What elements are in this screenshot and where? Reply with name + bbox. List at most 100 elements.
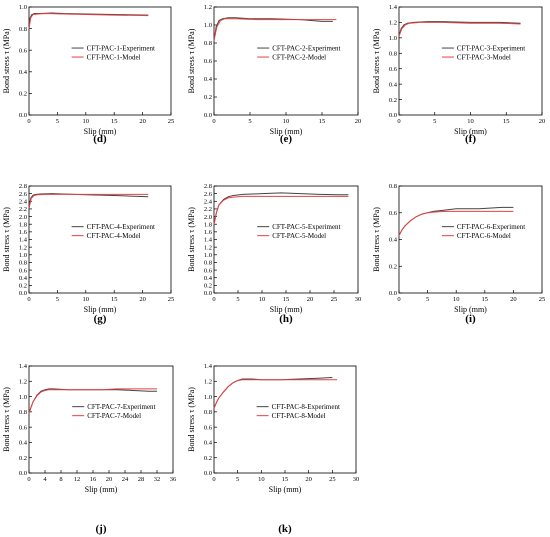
x-axis-title: Slip (mm) xyxy=(85,485,118,494)
y-tick-label: 2.2 xyxy=(19,206,27,213)
y-tick-label: 0.4 xyxy=(19,440,28,447)
series-line-CFT-PAC-5-Model xyxy=(213,195,349,225)
y-tick-label: 1.4 xyxy=(19,363,28,370)
y-tick-label: 0.6 xyxy=(19,424,28,431)
legend-label: CFT-PAC-6-Experiment xyxy=(457,223,525,231)
x-tick-label: 0 xyxy=(212,118,215,125)
y-tick-label: 0.0 xyxy=(389,112,397,119)
y-tick-label: 0.8 xyxy=(19,26,27,33)
y-tick-label: 0.6 xyxy=(204,58,213,65)
y-tick-label: 1.0 xyxy=(19,252,27,259)
y-tick-label: 2.6 xyxy=(19,191,28,198)
x-tick-label: 20 xyxy=(139,118,146,125)
y-tick-label: 1.2 xyxy=(204,4,212,11)
x-tick-label: 0 xyxy=(212,476,215,483)
x-axis-title: Slip (mm) xyxy=(84,305,117,314)
y-tick-label: 1.2 xyxy=(19,244,27,251)
y-tick-label: 2.4 xyxy=(19,198,28,205)
x-tick-label: 10 xyxy=(83,296,90,303)
panel-label: (f) xyxy=(465,133,476,145)
x-tick-label: 20 xyxy=(510,296,517,303)
y-tick-label: 0.0 xyxy=(389,290,397,297)
series-line-CFT-PAC-8-Model xyxy=(213,379,338,409)
x-tick-label: 25 xyxy=(331,296,338,303)
x-tick-label: 32 xyxy=(154,476,161,483)
x-tick-label: 24 xyxy=(122,476,129,483)
x-tick-label: 8 xyxy=(59,476,62,483)
x-tick-label: 15 xyxy=(282,476,289,483)
y-tick-label: 2.0 xyxy=(19,214,27,221)
y-tick-label: 0.4 xyxy=(204,275,213,282)
legend-label: CFT-PAC-5-Experiment xyxy=(272,223,340,231)
x-axis-title: Slip (mm) xyxy=(270,305,303,314)
x-axis-title: Slip (mm) xyxy=(269,485,302,494)
y-axis-title: Bond stress τ (MPa) xyxy=(187,28,196,93)
x-tick-label: 12 xyxy=(74,476,81,483)
y-axis-title: Bond stress τ (MPa) xyxy=(2,207,11,272)
y-tick-label: 2.2 xyxy=(204,206,212,213)
x-tick-label: 28 xyxy=(138,476,145,483)
y-tick-label: 0.6 xyxy=(19,267,28,274)
y-tick-label: 0.8 xyxy=(389,50,397,57)
x-tick-label: 0 xyxy=(397,296,400,303)
x-axis-title: Slip (mm) xyxy=(84,127,117,136)
legend-label: CFT-PAC-3-Model xyxy=(457,53,511,61)
x-tick-label: 15 xyxy=(111,296,118,303)
y-tick-label: 0.8 xyxy=(389,183,397,190)
y-tick-label: 2.8 xyxy=(19,183,27,190)
x-tick-label: 5 xyxy=(433,118,436,125)
y-tick-label: 1.4 xyxy=(389,4,398,11)
x-axis-title: Slip (mm) xyxy=(270,127,303,136)
panel-label: (e) xyxy=(280,133,293,145)
y-tick-label: 0.2 xyxy=(19,283,27,290)
x-tick-label: 5 xyxy=(236,476,239,483)
x-tick-label: 4 xyxy=(43,476,47,483)
chart-panel-0: 0 5 10 15 20 25 0.0 0.2 0.4 0.6 0.8 1.0 Slip (mm) Bon… xyxy=(2,4,174,136)
x-tick-label: 10 xyxy=(259,296,266,303)
x-tick-label: 30 xyxy=(355,296,362,303)
y-axis-title: Bond stress τ (MPa) xyxy=(187,207,196,272)
x-tick-label: 20 xyxy=(139,296,146,303)
chart-panel-2: 0 5 10 15 20 0.0 0.2 0.4 0.6 0.8 1.0 1.2 1.4 Slip (mm… xyxy=(372,4,545,136)
y-tick-label: 0.4 xyxy=(19,275,28,282)
y-tick-label: 1.2 xyxy=(204,244,212,251)
plot-frame xyxy=(28,365,174,474)
y-tick-label: 0.4 xyxy=(389,237,398,244)
chart-panel-4: 0 5 10 15 20 25 30 0.00.20.40.60.81.01.21.41.61… xyxy=(187,183,361,314)
x-tick-label: 10 xyxy=(453,296,460,303)
y-axis-title: Bond stress τ (MPa) xyxy=(187,387,196,452)
x-tick-label: 10 xyxy=(467,118,474,125)
y-tick-label: 0.0 xyxy=(204,112,212,119)
x-tick-label: 0 xyxy=(27,476,30,483)
x-tick-label: 15 xyxy=(283,296,290,303)
legend-label: CFT-PAC-7-Experiment xyxy=(87,403,155,411)
y-axis-title: Bond stress τ (MPa) xyxy=(2,387,11,452)
y-tick-label: 0.4 xyxy=(204,76,213,83)
chart-panel-3: 0 5 10 15 20 25 0.00.20.40.60.81.01.21.41.61.8… xyxy=(2,183,174,314)
y-tick-label: 0.8 xyxy=(19,260,27,267)
x-tick-label: 20 xyxy=(305,476,312,483)
y-tick-label: 0.6 xyxy=(389,66,398,73)
series-line-CFT-PAC-2-Experiment xyxy=(213,17,333,42)
y-tick-label: 0.4 xyxy=(389,81,398,88)
x-tick-label: 25 xyxy=(539,296,546,303)
y-tick-label: 0.2 xyxy=(389,263,397,270)
chart-panel-6: 0 4 8 12 16 20 24 28 32 36 0.0 0.2 0.4 0.6 0.8 1.0 1.2 1.… xyxy=(2,363,177,494)
y-axis-title: Bond stress τ (MPa) xyxy=(372,28,381,93)
y-tick-label: 1.4 xyxy=(204,363,213,370)
legend-label: CFT-PAC-2-Model xyxy=(272,53,326,61)
x-tick-label: 10 xyxy=(83,118,90,125)
y-tick-label: 0.2 xyxy=(204,283,212,290)
y-tick-label: 0.0 xyxy=(19,290,27,297)
y-tick-label: 2.8 xyxy=(204,183,212,190)
panel-label: (d) xyxy=(93,133,107,145)
y-tick-label: 0.4 xyxy=(204,440,213,447)
y-tick-label: 0.6 xyxy=(19,47,28,54)
x-tick-label: 5 xyxy=(426,296,429,303)
x-tick-label: 5 xyxy=(236,296,239,303)
panel-label: (h) xyxy=(279,313,293,325)
x-tick-label: 10 xyxy=(283,118,290,125)
y-tick-label: 2.6 xyxy=(204,191,213,198)
series-line-CFT-PAC-3-Model xyxy=(398,21,521,37)
